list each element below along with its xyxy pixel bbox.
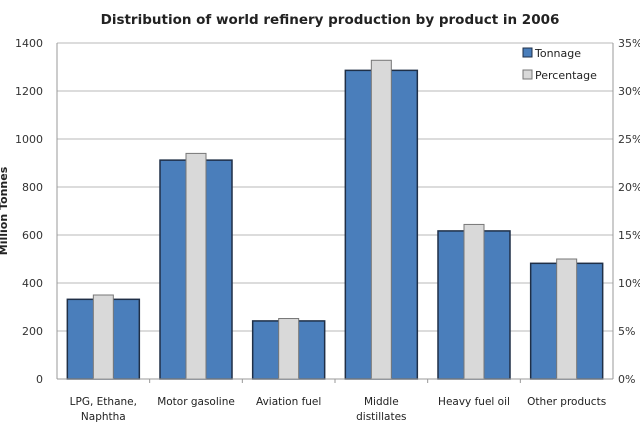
x-tick-label: Middle distillates (356, 396, 406, 423)
y2-tick-label: 25% (618, 133, 640, 146)
legend: Tonnage Percentage (522, 47, 597, 82)
bar-percentage (370, 59, 392, 380)
legend-label-percentage: Percentage (535, 69, 597, 82)
legend-swatch-percentage (522, 69, 533, 80)
x-tick-label: Aviation fuel (256, 396, 321, 408)
bar-percentage (556, 258, 578, 380)
legend-label-tonnage: Tonnage (534, 47, 581, 60)
x-tick-label: LPG, Ethane, Naphtha (70, 396, 137, 423)
y-tick-label: 1400 (15, 37, 43, 50)
y-tick-label: 1000 (15, 133, 43, 146)
y-axis-label: Million Tonnes (0, 166, 10, 255)
bar-percentage (185, 152, 207, 380)
y2-tick-label: 5% (618, 325, 635, 338)
x-tick-label: Other products (527, 396, 606, 408)
bar-percentage (92, 294, 114, 380)
y2-tick-label: 20% (618, 181, 640, 194)
y-tick-label: 0 (36, 373, 43, 386)
y-tick-label: 400 (22, 277, 43, 290)
y2-tick-label: 10% (618, 277, 640, 290)
legend-swatch-tonnage (522, 47, 533, 58)
y2-tick-label: 35% (618, 37, 640, 50)
chart-title: Distribution of world refinery productio… (101, 12, 560, 28)
y2-tick-label: 30% (618, 85, 640, 98)
bar-percentage (278, 318, 300, 380)
y-tick-label: 800 (22, 181, 43, 194)
y2-tick-label: 0% (618, 373, 635, 386)
x-tick-label: Heavy fuel oil (438, 396, 510, 408)
y-tick-label: 200 (22, 325, 43, 338)
y2-tick-label: 15% (618, 229, 640, 242)
x-tick-label: Motor gasoline (157, 396, 235, 408)
y-tick-label: 1200 (15, 85, 43, 98)
y-tick-label: 600 (22, 229, 43, 242)
bar-percentage (463, 223, 485, 380)
